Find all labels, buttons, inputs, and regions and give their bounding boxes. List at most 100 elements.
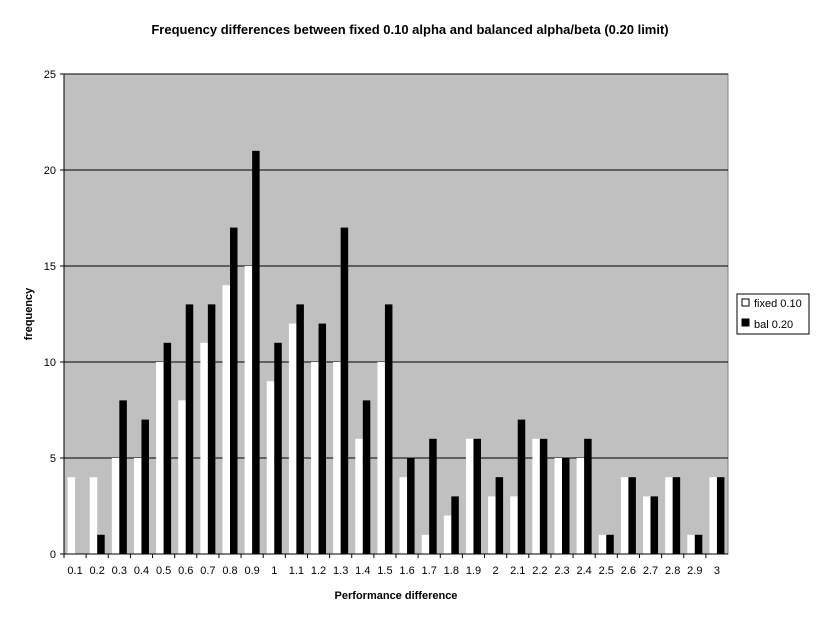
- bar-bal-2.6: [628, 477, 636, 554]
- bar-bal-1.3: [340, 227, 349, 554]
- legend-swatch-fixed: [741, 298, 750, 307]
- x-tick-label: 0.3: [112, 565, 127, 577]
- bar-bal-2.4: [584, 438, 592, 554]
- bar-fixed-2.6: [620, 477, 629, 554]
- bars: [67, 150, 725, 555]
- bar-fixed-0.4: [133, 458, 142, 554]
- bar-fixed-2.5: [598, 534, 607, 554]
- x-tick-label: 0.1: [67, 565, 82, 577]
- bar-fixed-0.1: [67, 477, 76, 554]
- x-tick-label: 2.5: [599, 565, 614, 577]
- x-tick-label: 1.5: [377, 565, 392, 577]
- x-tick-label: 1.9: [466, 565, 481, 577]
- bar-fixed-2.2: [532, 438, 540, 554]
- bar-bal-2.5: [606, 534, 614, 554]
- bar-bal-2.7: [650, 496, 659, 554]
- x-tick-label: 1.2: [311, 565, 326, 577]
- x-tick-label: 2.8: [665, 565, 680, 577]
- x-axis-label: Performance difference: [335, 590, 458, 602]
- bar-fixed-1: [266, 381, 275, 554]
- y-tick-label: 10: [44, 357, 56, 369]
- legend-label-fixed: fixed 0.10: [754, 298, 802, 310]
- x-tick-label: 0.7: [200, 565, 215, 577]
- y-tick-label: 15: [44, 261, 56, 273]
- x-tick-label: 2.1: [510, 565, 525, 577]
- x-tick-label: 0.6: [178, 565, 193, 577]
- bar-fixed-0.8: [222, 285, 230, 554]
- x-tick-label: 2: [493, 565, 499, 577]
- bar-fixed-2: [488, 496, 496, 554]
- bar-fixed-0.9: [244, 266, 253, 554]
- bar-bal-0.7: [207, 304, 216, 554]
- x-tick-label: 2.3: [554, 565, 569, 577]
- bar-bal-1.1: [296, 304, 304, 554]
- legend-label-bal: bal 0.20: [754, 319, 793, 331]
- y-tick-labels: 0 5 10 15 20 25: [44, 69, 64, 561]
- bar-fixed-2.7: [643, 496, 651, 554]
- x-tick-label: 2.4: [576, 565, 591, 577]
- bar-fixed-3: [709, 477, 717, 554]
- x-tick-label: 0.8: [222, 565, 237, 577]
- x-tick-label: 1.8: [444, 565, 459, 577]
- x-tick-label: 1.6: [399, 565, 414, 577]
- x-tick-label: 2.9: [687, 565, 702, 577]
- bar-bal-0.5: [163, 342, 172, 554]
- bar-bal-2.1: [517, 419, 526, 554]
- legend: fixed 0.10 bal 0.20: [736, 293, 810, 335]
- x-tick-label: 1.7: [422, 565, 437, 577]
- bar-fixed-0.7: [200, 342, 208, 554]
- plot-area: [63, 73, 729, 555]
- bar-bal-1.5: [384, 304, 393, 554]
- bar-fixed-2.4: [576, 458, 585, 554]
- bar-fixed-1.8: [443, 515, 452, 554]
- bar-bal-3: [716, 477, 725, 554]
- x-tick-label: 0.4: [134, 565, 149, 577]
- x-tick-labels: 0.1 0.2 0.3 0.4 0.5 0.6 0.7 0.8 0.9 1 1.1 1.2 1.3 1.4…: [63, 554, 720, 577]
- bar-fixed-1.3: [333, 362, 341, 554]
- x-tick-label: 1: [271, 565, 277, 577]
- x-tick-label: 1.3: [333, 565, 348, 577]
- bar-bal-1: [274, 342, 282, 554]
- bar-fixed-1.5: [377, 362, 385, 554]
- y-tick-label: 25: [44, 69, 56, 81]
- bar-bal-1.9: [473, 438, 481, 554]
- bar-bal-1.8: [451, 496, 459, 554]
- bar-bal-2.3: [562, 458, 570, 554]
- x-tick-label: 3: [714, 565, 720, 577]
- x-tick-label: 2.6: [621, 565, 636, 577]
- bar-bal-0.9: [252, 150, 260, 555]
- chart-title: Frequency differences between fixed 0.10…: [151, 22, 668, 37]
- gridlines: [64, 73, 728, 459]
- bar-bal-2.8: [672, 477, 681, 554]
- bar-fixed-2.9: [687, 534, 695, 554]
- bar-fixed-1.6: [399, 477, 408, 554]
- bar-fixed-2.8: [665, 477, 673, 554]
- bar-fixed-2.1: [510, 496, 518, 554]
- y-tick-label: 0: [50, 549, 56, 561]
- x-tick-label: 0.2: [90, 565, 105, 577]
- x-tick-label: 2.2: [532, 565, 547, 577]
- bar-fixed-0.2: [89, 477, 98, 554]
- bar-bal-1.6: [407, 458, 415, 554]
- bar-bal-1.7: [429, 438, 437, 554]
- x-tick-label: 1.1: [289, 565, 304, 577]
- bar-fixed-1.2: [311, 362, 319, 554]
- bar-bal-2: [495, 477, 504, 554]
- bar-bal-2.2: [539, 438, 548, 554]
- x-tick-label: 0.9: [244, 565, 259, 577]
- bar-fixed-2.3: [554, 458, 562, 554]
- bar-bal-0.8: [230, 227, 238, 554]
- bar-fixed-0.5: [156, 362, 164, 554]
- x-tick-label: 0.5: [156, 565, 171, 577]
- bar-fixed-1.7: [421, 534, 430, 554]
- bar-fixed-1.1: [288, 323, 297, 554]
- bar-bal-1.4: [362, 400, 371, 554]
- bar-fixed-0.6: [178, 400, 186, 554]
- bar-bal-0.2: [97, 534, 105, 554]
- bar-bal-1.2: [318, 323, 327, 554]
- bar-bal-2.9: [694, 534, 703, 554]
- y-tick-label: 5: [50, 453, 56, 465]
- y-axis-label: frequency: [23, 287, 35, 340]
- bar-bal-0.6: [185, 304, 194, 554]
